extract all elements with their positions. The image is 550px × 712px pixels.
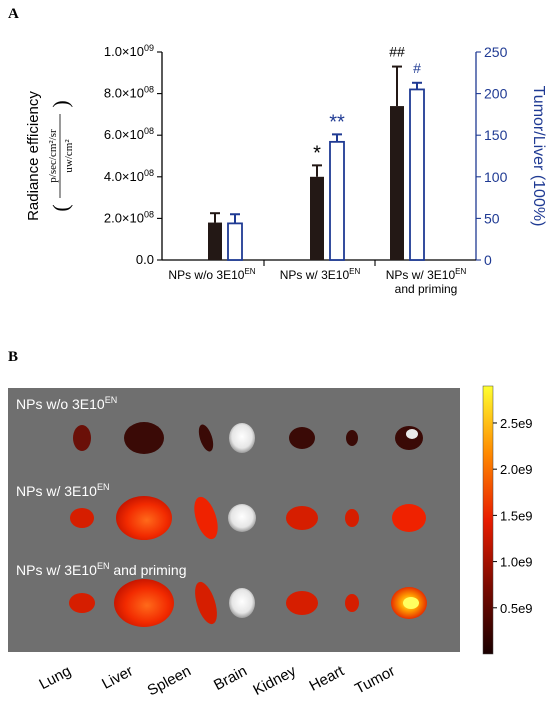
- significance-mark: ##: [389, 44, 405, 60]
- significance-mark: **: [329, 111, 345, 133]
- panel-a-label: A: [8, 6, 19, 22]
- significance-mark: #: [413, 60, 421, 76]
- category-label: NPs w/ 3E10EN: [386, 267, 467, 282]
- tumor-liver-bar: [329, 140, 345, 261]
- left-axis-close-paren: ): [48, 100, 73, 107]
- right-tick-label: 50: [484, 210, 500, 226]
- colorbar-tick-label: 1.0e9: [500, 555, 533, 570]
- bar-series: * ## ** #: [208, 44, 425, 261]
- colorbar-tick-label: 0.5e9: [500, 601, 533, 616]
- brain-signal: [228, 504, 256, 532]
- left-axis-unit-denominator: uw/cm²: [63, 139, 75, 173]
- colorbar-tick-label: 1.5e9: [500, 508, 533, 523]
- organ-label-lung: Lung: [36, 663, 73, 694]
- heart-signal: [346, 430, 358, 446]
- lung-signal: [70, 508, 94, 528]
- category-label-line2: and priming: [395, 282, 458, 296]
- organ-label-tumor: Tumor: [352, 663, 398, 698]
- organ-labels: Lung Liver Spleen Brain Kidney Heart Tumor: [36, 662, 397, 699]
- radiance-bar: [390, 106, 404, 260]
- organ-label-kidney: Kidney: [250, 662, 299, 699]
- colorbar-tick-label: 2.5e9: [500, 416, 533, 431]
- kidney-signal: [286, 506, 318, 530]
- left-axis-open-paren: (: [48, 204, 73, 211]
- right-axis-title: Tumor/Liver (100%): [530, 86, 547, 227]
- radiance-bar: [208, 222, 222, 260]
- category-label: NPs w/ 3E10EN: [280, 267, 361, 282]
- spleen-signal: [194, 496, 218, 540]
- left-axis-title: Radiance efficiency ( p/sec/cm²/sr uw/cm…: [25, 91, 75, 221]
- spleen-signal: [198, 424, 214, 452]
- organ-signals: [69, 422, 427, 627]
- right-axis-ticks: 0 50 100 150 200 250: [476, 44, 508, 268]
- organ-label-spleen: Spleen: [145, 663, 194, 700]
- row-label: NPs w/o 3E10EN: [16, 395, 117, 412]
- lung-signal: [73, 425, 91, 451]
- panel-b-label: B: [8, 349, 18, 365]
- radiance-bar: [310, 176, 324, 260]
- row-label: NPs w/ 3E10EN and priming: [16, 561, 187, 578]
- tumor-liver-bar: [409, 88, 425, 261]
- liver-signal: [124, 422, 164, 454]
- left-axis-label: Radiance efficiency: [25, 91, 42, 221]
- heart-signal: [345, 509, 359, 527]
- left-tick-label: 8.0×1008: [104, 85, 154, 101]
- colorbar: [482, 385, 494, 655]
- category-label: NPs w/o 3E10EN: [168, 267, 255, 282]
- tumor-liver-bar: [227, 222, 243, 261]
- lung-signal: [69, 593, 95, 613]
- kidney-signal: [289, 427, 315, 449]
- left-axis-ticks: 0.0 2.0×1008 4.0×1008 6.0×1008 8.0×1008 1.0×1…: [104, 43, 162, 267]
- significance-mark: *: [313, 142, 321, 164]
- category-labels: NPs w/o 3E10EN NPs w/ 3E10EN NPs w/ 3E10EN…: [168, 267, 466, 296]
- left-tick-label: 0.0: [136, 252, 154, 267]
- left-axis-unit-numerator: p/sec/cm²/sr: [47, 129, 59, 183]
- brain-signal: [229, 423, 255, 453]
- tumor-hotspot: [403, 597, 419, 609]
- right-tick-label: 150: [484, 127, 508, 143]
- colorbar-ticks: 2.5e9 2.0e9 1.5e9 1.0e9 0.5e9: [493, 416, 533, 616]
- right-tick-label: 200: [484, 86, 508, 102]
- panel-a-bar-chart: 0.0 2.0×1008 4.0×1008 6.0×1008 8.0×1008 1.0×1…: [25, 43, 547, 296]
- liver-signal: [116, 496, 172, 540]
- tumor-white-spot: [406, 429, 418, 439]
- panel-b-ivis-image: NPs w/o 3E10EN NPs w/ 3E10EN NPs w/ 3E10EN…: [8, 385, 533, 699]
- right-tick-label: 250: [484, 44, 508, 60]
- right-tick-label: 0: [484, 252, 492, 268]
- left-tick-label: 4.0×1008: [104, 168, 154, 184]
- brain-signal: [229, 588, 255, 618]
- left-tick-label: 2.0×1008: [104, 209, 154, 225]
- colorbar-tick-label: 2.0e9: [500, 462, 533, 477]
- organ-label-heart: Heart: [307, 662, 348, 695]
- right-tick-label: 100: [484, 169, 508, 185]
- organ-label-liver: Liver: [99, 663, 136, 693]
- kidney-signal: [286, 591, 318, 615]
- row-labels: NPs w/o 3E10EN NPs w/ 3E10EN NPs w/ 3E10EN…: [16, 395, 187, 578]
- heart-signal: [345, 594, 359, 612]
- spleen-signal: [195, 581, 217, 625]
- left-tick-label: 1.0×1009: [104, 43, 154, 59]
- row-label: NPs w/ 3E10EN: [16, 482, 109, 499]
- organ-label-brain: Brain: [211, 663, 250, 694]
- left-tick-label: 6.0×1008: [104, 126, 154, 142]
- tumor-signal: [392, 504, 426, 532]
- liver-signal: [114, 579, 174, 627]
